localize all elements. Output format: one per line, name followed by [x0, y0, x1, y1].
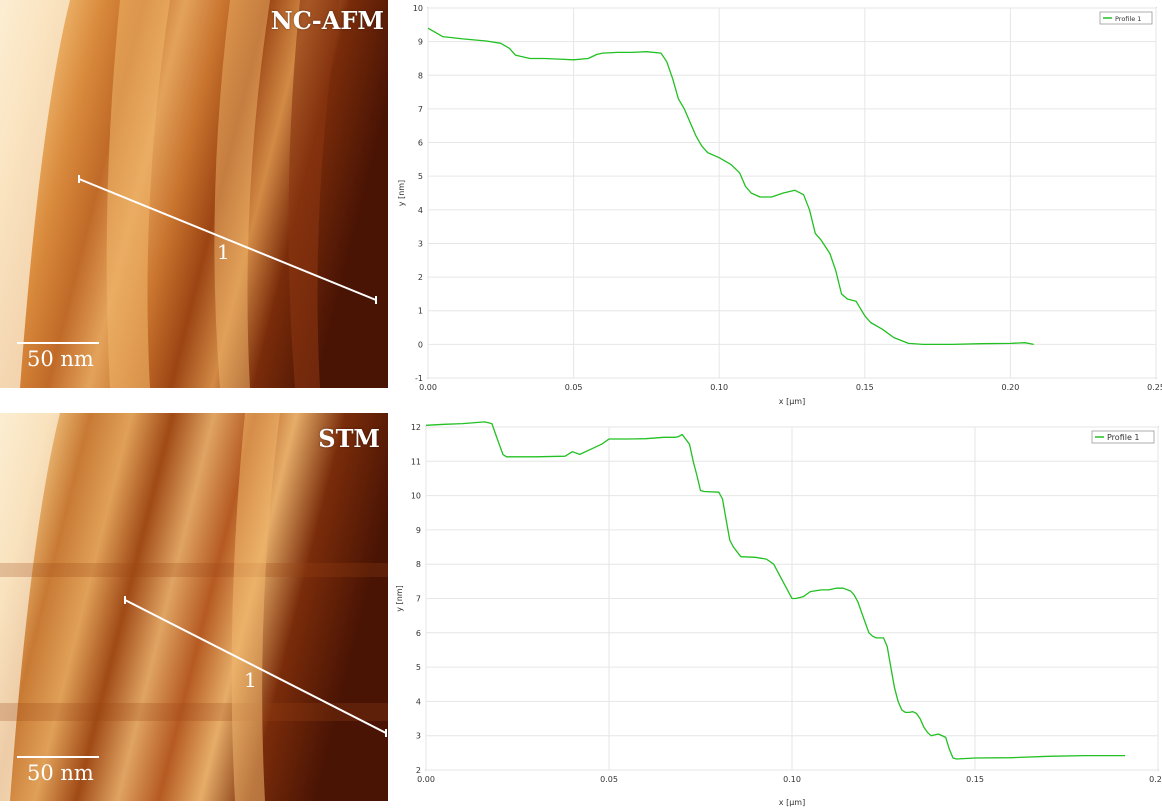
- y-tick-label: 7: [418, 105, 423, 114]
- x-tick-label: 0.10: [783, 775, 801, 784]
- x-tick-label: 0.10: [710, 383, 728, 392]
- y-tick-label: 11: [411, 457, 421, 466]
- legend-box: [1091, 430, 1155, 444]
- y-tick-label: 8: [418, 71, 423, 80]
- y-tick-label: 2: [416, 766, 421, 775]
- nc-afm-image: [0, 0, 388, 388]
- x-axis-label: x [µm]: [779, 798, 805, 807]
- series-line-profile-1: [425, 421, 1126, 760]
- x-axis-label: x [µm]: [779, 397, 805, 406]
- x-tick-label: 0.20: [1001, 383, 1019, 392]
- profile-line-label: 1: [217, 240, 230, 264]
- x-tick-label: 0.00: [417, 775, 435, 784]
- y-tick-label: 4: [416, 697, 421, 706]
- scale-bar-text: 50 nm: [27, 347, 94, 371]
- y-tick-label: 8: [416, 560, 421, 569]
- scale-bar: [17, 756, 99, 758]
- series-line-profile-1: [427, 27, 1034, 346]
- stm-label: STM: [318, 424, 380, 453]
- x-tick-label: 0.15: [966, 775, 984, 784]
- x-tick-label: 0.25: [1147, 383, 1162, 392]
- y-tick-label: 10: [413, 4, 423, 13]
- nc-afm-topography: [0, 0, 388, 388]
- y-tick-label: -1: [415, 374, 423, 383]
- y-tick-label: 9: [416, 526, 421, 535]
- profile-chart-top: 0.00 0.05 0.10 0.15 0.20 0.25 -1 0 1 2 3 4 5 6 7 8 9 10 x …: [390, 0, 1162, 410]
- y-tick-label: 5: [418, 172, 423, 181]
- nc-afm-label: NC-AFM: [270, 6, 384, 35]
- profile-line-overlay: [78, 175, 377, 304]
- x-tick-label: 0.20: [1149, 775, 1162, 784]
- stm-topography: [0, 413, 388, 801]
- y-tick-label: 3: [416, 732, 421, 741]
- stm-image: [0, 413, 388, 801]
- y-tick-label: 2: [418, 273, 423, 282]
- y-tick-label: 0: [418, 340, 423, 349]
- y-tick-label: 10: [411, 492, 421, 501]
- plot-area: [427, 7, 1157, 379]
- x-tick-label: 0.05: [565, 383, 583, 392]
- legend-box: [1099, 11, 1153, 25]
- y-axis-label: y [nm]: [397, 180, 406, 206]
- legend-label: Profile 1: [1115, 15, 1141, 23]
- profile-chart-svg: 0.00 0.05 0.10 0.15 0.20 0.25 -1 0 1 2 3 4 5 6 7 8 9 10 x …: [397, 4, 1162, 406]
- y-tick-label: 3: [418, 239, 423, 248]
- x-tick-label: 0.15: [856, 383, 874, 392]
- y-tick-label: 6: [416, 629, 421, 638]
- x-tick-label: 0.00: [419, 383, 437, 392]
- y-tick-label: 7: [416, 595, 421, 604]
- y-tick-label: 1: [418, 307, 423, 316]
- x-tick-label: 0.05: [600, 775, 618, 784]
- profile-line-label: 1: [244, 668, 257, 692]
- y-axis-label: y [nm]: [395, 585, 404, 611]
- legend-label: Profile 1: [1107, 433, 1140, 442]
- scale-bar-text: 50 nm: [27, 761, 94, 785]
- y-tick-label: 6: [418, 139, 423, 148]
- y-tick-label: 9: [418, 38, 423, 47]
- profile-line-overlay: [124, 596, 387, 737]
- scale-bar: [17, 342, 99, 344]
- profile-chart-svg: 0.00 0.05 0.10 0.15 0.20 2 3 4 5 6 7 8 9 10 11 12 x [µm]…: [395, 421, 1162, 807]
- y-tick-label: 12: [411, 423, 421, 432]
- y-tick-label: 5: [416, 663, 421, 672]
- y-tick-label: 4: [418, 206, 423, 215]
- profile-chart-bottom: 0.00 0.05 0.10 0.15 0.20 2 3 4 5 6 7 8 9 10 11 12 x [µm]…: [390, 413, 1162, 809]
